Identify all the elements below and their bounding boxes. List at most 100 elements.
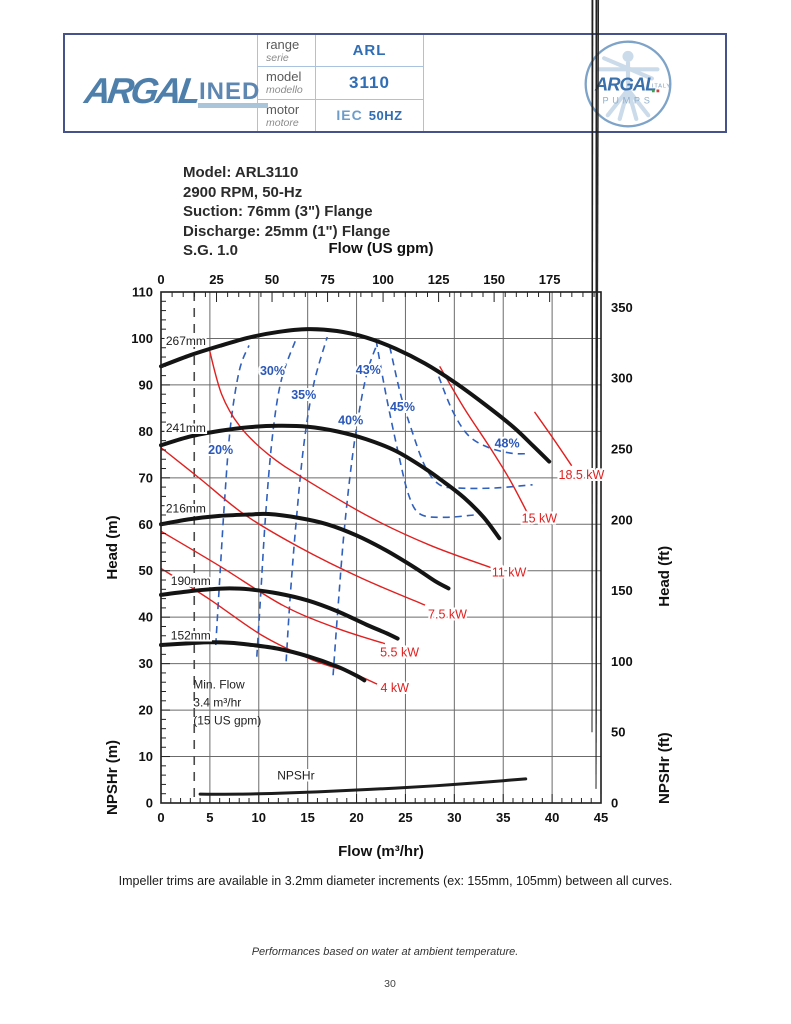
efficiency-label-45%: 45% bbox=[390, 400, 415, 414]
top-tick-label: 75 bbox=[320, 272, 334, 287]
motor-label-cell: motor motore bbox=[258, 99, 316, 131]
model-label-it: modello bbox=[266, 84, 303, 97]
emblem-pumps-text: PUMPS bbox=[602, 95, 653, 105]
emblem-cell: ARGAL ITALY PUMPS bbox=[423, 35, 725, 131]
italy-red-mark bbox=[656, 89, 660, 93]
bottom-tick-label: 20 bbox=[349, 810, 363, 825]
range-value-cell: ARL bbox=[316, 35, 423, 68]
bottom-tick-label: 15 bbox=[300, 810, 314, 825]
model-value: 3110 bbox=[349, 72, 390, 92]
page-number: 30 bbox=[384, 978, 396, 990]
bottom-tick-label: 45 bbox=[594, 810, 608, 825]
bottom-tick-label: 30 bbox=[447, 810, 461, 825]
efficiency-curve-45% bbox=[389, 346, 533, 490]
left-tick-label: 50 bbox=[139, 563, 153, 578]
left-tick-label: 80 bbox=[139, 424, 153, 439]
info-sg: S.G. 1.0 bbox=[183, 242, 239, 259]
right-tick-label: 200 bbox=[611, 512, 633, 527]
power-line-11kW bbox=[208, 347, 491, 569]
model-info-block: Model: ARL3110 2900 RPM, 50-Hz Suction: … bbox=[183, 163, 390, 261]
efficiency-label-30%: 30% bbox=[260, 364, 285, 378]
impeller-curve-152mm bbox=[159, 640, 367, 683]
vitruvian-figure-icon bbox=[596, 50, 660, 122]
left-npshr-axis-title: NPSHr (m) bbox=[104, 740, 121, 815]
info-suction: Suction: 76mm (3") Flange bbox=[183, 203, 373, 220]
emblem-country-text: ITALY bbox=[652, 84, 671, 90]
min-flow-label-line: 3.4 m³/hr bbox=[193, 696, 241, 710]
right-tick-label: 150 bbox=[611, 583, 633, 598]
power-label-18.5kW: 18.5 kW bbox=[559, 468, 605, 482]
right-npshr-axis-title: NPSHr (ft) bbox=[656, 732, 673, 804]
range-value: ARL bbox=[352, 42, 387, 60]
power-label-15kW: 15 kW bbox=[522, 512, 558, 526]
efficiency-curve-43% bbox=[375, 340, 474, 519]
range-label-cell: range serie bbox=[258, 35, 316, 68]
left-tick-label: 20 bbox=[139, 703, 153, 718]
efficiency-curve-35% bbox=[285, 336, 328, 662]
impeller-label-267mm: 267mm bbox=[166, 334, 206, 348]
bottom-tick-label: 0 bbox=[157, 810, 164, 825]
power-label-11kW: 11 kW bbox=[492, 566, 527, 580]
top-tick-label: 0 bbox=[157, 272, 164, 287]
lined-logo-text: INED bbox=[199, 78, 261, 105]
top-tick-label: 175 bbox=[539, 272, 561, 287]
impeller-curve-267mm bbox=[159, 327, 552, 464]
motor-frequency: 50HZ bbox=[368, 107, 403, 123]
info-model: Model: ARL3110 bbox=[183, 164, 299, 181]
impeller-curve-216mm bbox=[159, 511, 451, 591]
impeller-label-241mm: 241mm bbox=[166, 421, 206, 435]
left-tick-label: 110 bbox=[132, 285, 153, 300]
model-value-cell: 3110 bbox=[316, 67, 423, 100]
npshr-curve bbox=[198, 777, 528, 796]
impeller-label-152mm: 152mm bbox=[171, 628, 211, 642]
bottom-tick-label: 10 bbox=[252, 810, 266, 825]
emblem-brand-text: ARGAL bbox=[594, 73, 656, 94]
right-tick-label: 250 bbox=[611, 442, 633, 457]
motor-label: motor bbox=[266, 101, 300, 117]
impeller-curve-241mm bbox=[159, 423, 502, 541]
italy-green-mark bbox=[651, 89, 655, 93]
argal-pumps-emblem: ARGAL ITALY PUMPS bbox=[584, 40, 672, 128]
bottom-tick-label: 25 bbox=[398, 810, 412, 825]
power-line-5.5kW bbox=[160, 530, 386, 645]
model-label: model bbox=[266, 69, 302, 85]
range-label: range bbox=[266, 37, 300, 52]
header-table: ARGALINED range serie ARL model modello … bbox=[63, 33, 727, 133]
left-tick-label: 10 bbox=[139, 749, 153, 764]
right-tick-label: 300 bbox=[611, 371, 633, 386]
min-flow-label-line: Min. Flow bbox=[193, 678, 245, 692]
efficiency-label-35%: 35% bbox=[291, 388, 316, 402]
impeller-label-216mm: 216mm bbox=[166, 501, 206, 515]
left-tick-label: 70 bbox=[139, 470, 153, 485]
power-label-7.5kW: 7.5 kW bbox=[428, 607, 467, 621]
range-label-it: serie bbox=[266, 52, 289, 64]
right-head-axis-title: Head (ft) bbox=[656, 546, 673, 607]
efficiency-curve-30% bbox=[256, 339, 297, 657]
power-label-5.5kW: 5.5 kW bbox=[380, 645, 419, 659]
left-tick-label: 100 bbox=[131, 331, 153, 346]
plot-border bbox=[160, 291, 602, 804]
right-tick-label: 0 bbox=[611, 796, 618, 811]
left-tick-label: 30 bbox=[139, 656, 153, 671]
right-tick-label: 350 bbox=[611, 300, 633, 315]
top-tick-label: 25 bbox=[209, 272, 223, 287]
bottom-tick-label: 40 bbox=[545, 810, 559, 825]
efficiency-curve-48% bbox=[437, 376, 530, 455]
top-tick-label: 125 bbox=[428, 272, 450, 287]
top-tick-label: 150 bbox=[483, 272, 505, 287]
efficiency-label-43%: 43% bbox=[356, 363, 381, 377]
impeller-label-190mm: 190mm bbox=[171, 574, 211, 588]
argal-lined-logo: ARGALINED bbox=[82, 70, 269, 111]
power-line-7.5kW bbox=[160, 447, 426, 606]
right-tick-label: 100 bbox=[611, 654, 633, 669]
efficiency-curve-40% bbox=[332, 339, 380, 676]
info-speed: 2900 RPM, 50-Hz bbox=[183, 183, 303, 201]
efficiency-curve-20% bbox=[214, 345, 250, 646]
brand-logo-cell: ARGALINED bbox=[65, 35, 269, 131]
bottom-tick-label: 35 bbox=[496, 810, 510, 825]
power-line-15kW bbox=[439, 365, 531, 518]
power-line-18.5kW bbox=[533, 411, 573, 467]
top-tick-label: 50 bbox=[265, 272, 279, 287]
